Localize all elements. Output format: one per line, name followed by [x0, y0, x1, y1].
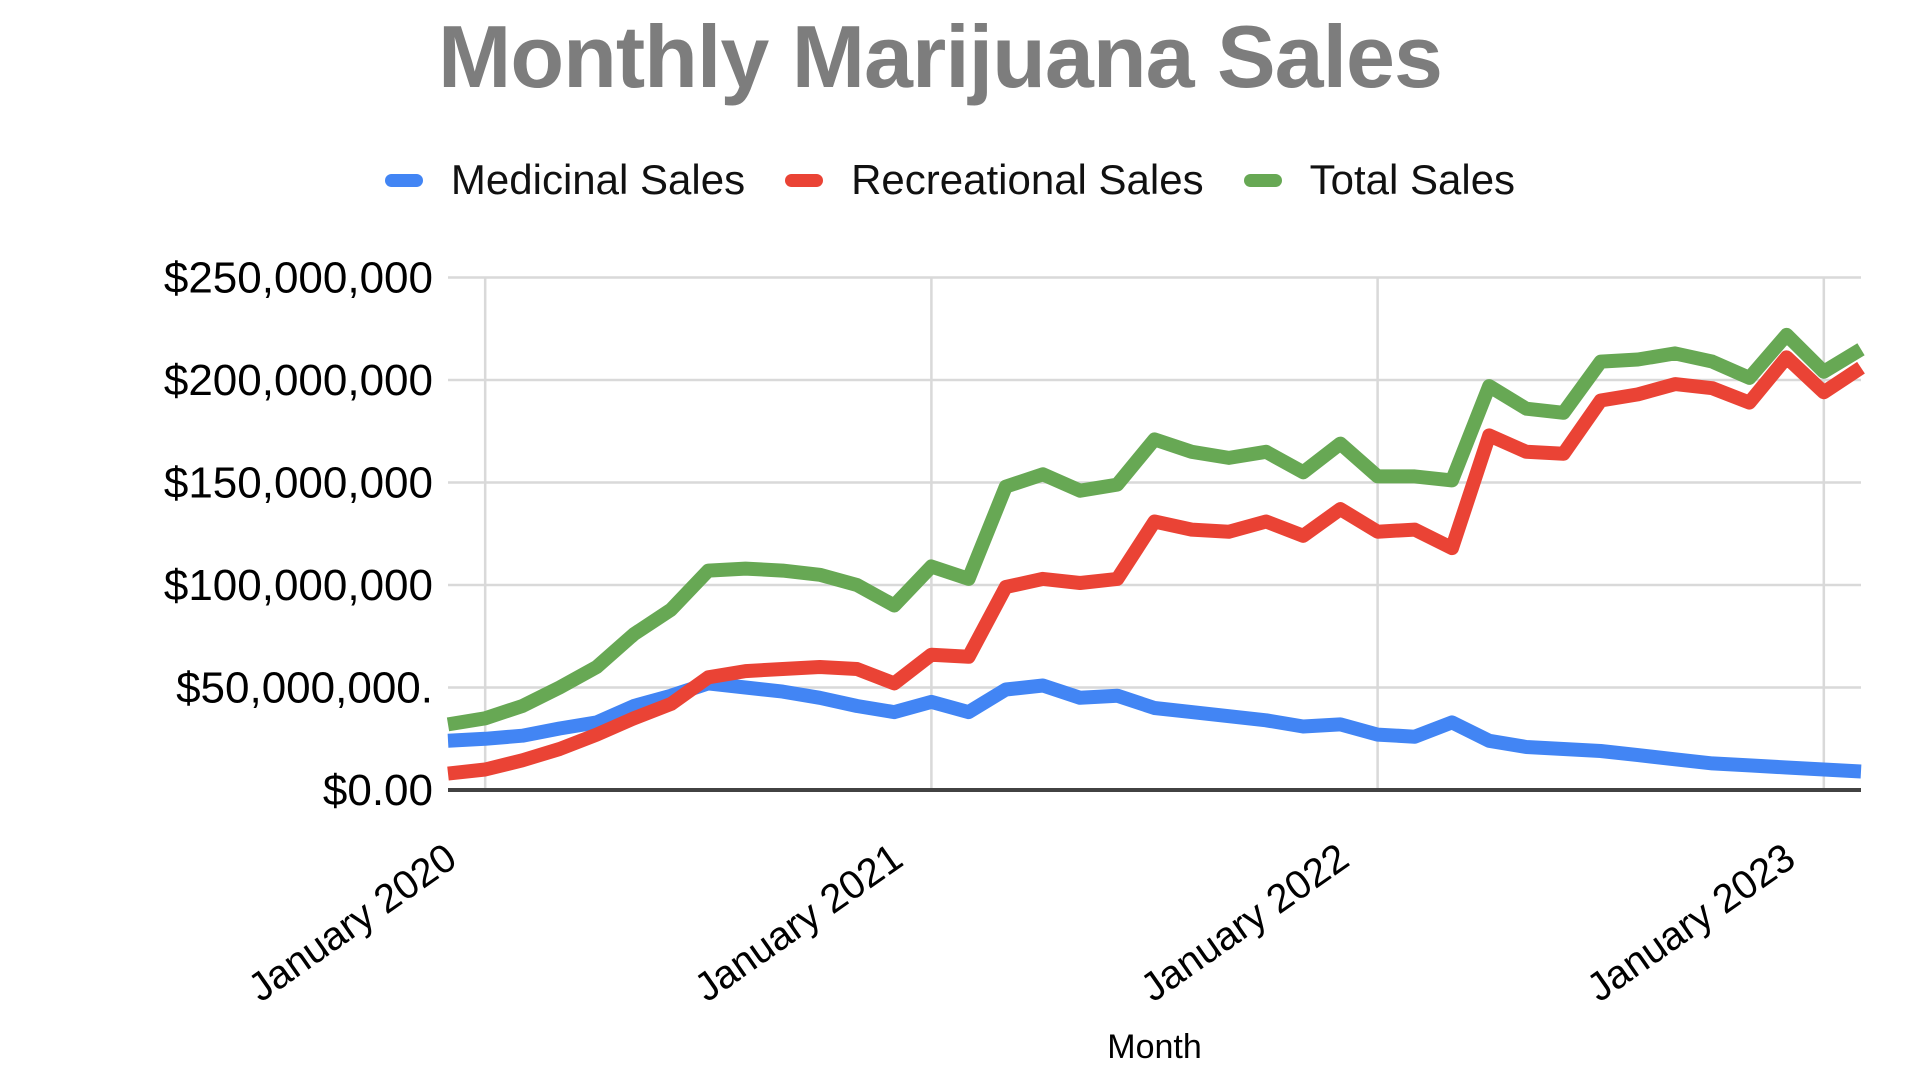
- series-line-recreational-sales: [447, 350, 1865, 781]
- y-tick-label: $250,000,000: [164, 254, 433, 303]
- legend-item-recreational: Recreational Sales: [785, 156, 1204, 204]
- legend-label-total: Total Sales: [1309, 156, 1516, 203]
- chart-title: Monthly Marijuana Sales: [438, 7, 1443, 106]
- recreational-series-swatch-icon: [785, 173, 824, 187]
- x-tick-label: January 2022: [1133, 835, 1357, 1010]
- y-tick-label: $150,000,000: [164, 459, 433, 508]
- legend-item-total: Total Sales: [1243, 156, 1516, 204]
- series-line-total-sales: [446, 327, 1865, 732]
- x-tick-label: January 2020: [241, 835, 465, 1010]
- y-tick-label: $0.00: [323, 766, 433, 815]
- x-axis-title: Month: [1107, 1028, 1202, 1066]
- legend-label-recreational: Recreational Sales: [851, 156, 1204, 203]
- legend: Medicinal Sales Recreational Sales Total…: [0, 150, 1900, 210]
- x-tick-label: January 2023: [1579, 835, 1803, 1010]
- legend-label-medicinal: Medicinal Sales: [450, 156, 746, 203]
- medicinal-series-swatch-icon: [384, 173, 423, 187]
- x-tick-label: January 2021: [687, 835, 911, 1010]
- total-series-swatch-icon: [1243, 173, 1282, 187]
- legend-item-medicinal: Medicinal Sales: [384, 156, 746, 204]
- y-tick-label: $200,000,000: [164, 356, 433, 405]
- series-line-medicinal-sales: [447, 676, 1862, 779]
- y-tick-label: $50,000,000.: [176, 664, 433, 713]
- y-tick-label: $100,000,000: [164, 561, 433, 610]
